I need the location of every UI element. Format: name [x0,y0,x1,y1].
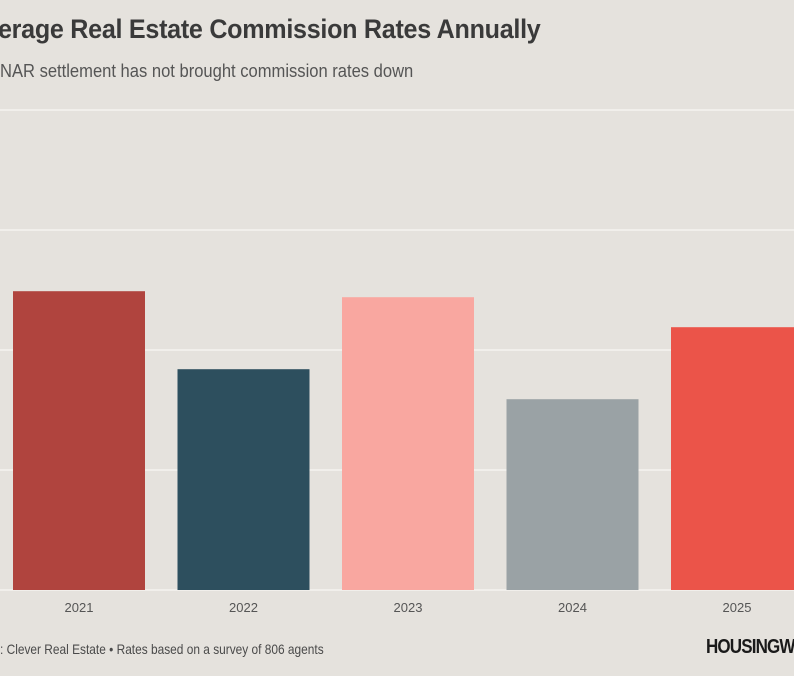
chart-title: erage Real Estate Commission Rates Annua… [0,14,541,44]
bar-2022 [177,369,310,590]
source-note: : Clever Real Estate • Rates based on a … [0,641,324,657]
housingwire-logo: HOUSINGW [706,636,794,658]
bar-2025 [671,327,794,590]
x-tick-label: 2025 [723,600,752,615]
x-tick-label: 2022 [229,600,258,615]
x-tick-label: 2023 [394,600,423,615]
bar-2024 [506,399,639,590]
chart-subtitle: NAR settlement has not brought commissio… [0,61,414,81]
bar-2023 [342,297,474,590]
x-tick-label: 2021 [65,600,94,615]
bar-2021 [13,291,145,590]
x-tick-label: 2024 [558,600,587,615]
